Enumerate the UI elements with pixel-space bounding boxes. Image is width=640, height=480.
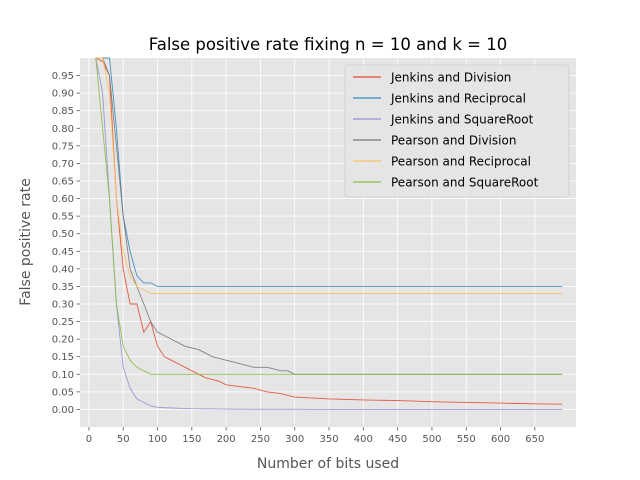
legend-label: Pearson and Reciprocal — [391, 155, 531, 169]
x-tick-label: 50 — [117, 434, 130, 445]
y-tick-label: 0.30 — [52, 300, 74, 311]
legend: Jenkins and Division Jenkins and Reciproc… — [344, 64, 570, 198]
x-tick-label: 500 — [422, 434, 441, 445]
legend-label: Jenkins and Division — [390, 71, 511, 85]
y-tick-label: 0.45 — [52, 247, 74, 258]
x-tick-label: 0 — [86, 434, 92, 445]
y-tick-label: 0.55 — [52, 212, 74, 223]
y-tick-label: 0.15 — [52, 352, 74, 363]
series-line-3 — [95, 57, 563, 410]
y-tick-label: 0.60 — [52, 194, 74, 205]
y-axis: 0.00 0.05 0.10 0.15 0.20 0.25 0.30 0.35 0.40 0.45… — [52, 71, 80, 416]
series-line-5 — [95, 57, 563, 294]
x-tick-label: 400 — [354, 434, 373, 445]
x-tick-label: 450 — [388, 434, 407, 445]
legend-label: Jenkins and Reciprocal — [390, 92, 526, 106]
y-tick-label: 0.25 — [52, 317, 74, 328]
y-tick-label: 0.00 — [52, 405, 74, 416]
x-tick-label: 350 — [319, 434, 338, 445]
y-tick-label: 0.10 — [52, 370, 74, 381]
legend-label: Pearson and SquareRoot — [391, 176, 539, 190]
y-tick-label: 0.40 — [52, 264, 74, 275]
series-line-6 — [95, 57, 563, 375]
y-tick-label: 0.65 — [52, 177, 74, 188]
x-tick-label: 150 — [182, 434, 201, 445]
series-layer — [95, 57, 563, 410]
series-line-1 — [95, 57, 563, 405]
x-tick-label: 550 — [457, 434, 476, 445]
series-line-2 — [95, 57, 563, 287]
y-tick-label: 0.80 — [52, 124, 74, 135]
y-tick-label: 0.20 — [52, 335, 74, 346]
y-tick-label: 0.90 — [52, 89, 74, 100]
legend-frame — [344, 64, 570, 198]
y-tick-label: 0.70 — [52, 159, 74, 170]
y-tick-label: 0.95 — [52, 71, 74, 82]
x-tick-label: 100 — [148, 434, 167, 445]
chart-title: False positive rate fixing n = 10 and k … — [149, 35, 507, 54]
x-axis: 0 50 100 150 200 250 300 350 400 450 500 550 600 650 — [86, 427, 544, 445]
x-tick-label: 600 — [491, 434, 510, 445]
y-axis-label: False positive rate — [18, 178, 34, 305]
x-tick-label: 650 — [525, 434, 544, 445]
x-tick-label: 250 — [251, 434, 270, 445]
x-tick-label: 200 — [217, 434, 236, 445]
y-tick-label: 0.85 — [52, 106, 74, 117]
legend-label: Jenkins and SquareRoot — [390, 113, 534, 127]
x-tick-label: 300 — [285, 434, 304, 445]
y-tick-label: 0.35 — [52, 282, 74, 293]
y-tick-label: 0.75 — [52, 141, 74, 152]
legend-label: Pearson and Division — [391, 134, 516, 148]
y-tick-label: 0.05 — [52, 387, 74, 398]
x-axis-label: Number of bits used — [257, 456, 399, 472]
y-tick-label: 0.50 — [52, 229, 74, 240]
